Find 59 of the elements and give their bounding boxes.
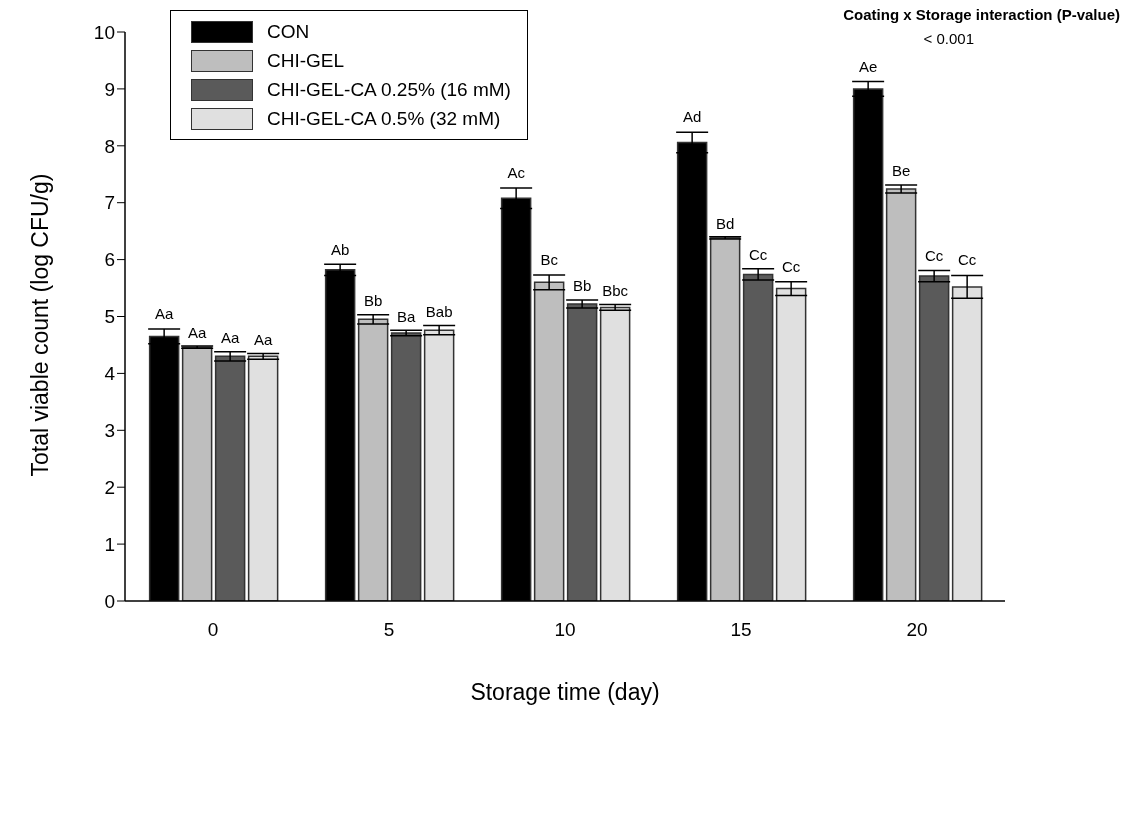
bar (599, 306, 631, 601)
data-label: Bb (572, 277, 592, 295)
bar (423, 329, 455, 601)
data-label: Aa (187, 323, 207, 341)
data-label: Cc (957, 251, 977, 269)
y-tick-label: 9 (104, 78, 115, 100)
x-axis-title: Storage time (day) (470, 679, 660, 705)
legend-label: CON (267, 20, 310, 43)
y-tick-label: 4 (104, 363, 116, 385)
y-tick-label: 5 (104, 306, 115, 328)
annotation: < 0.001 (923, 30, 974, 47)
data-label: Ba (396, 307, 416, 325)
bar (775, 287, 807, 601)
bar (390, 332, 422, 601)
data-label: Cc (748, 245, 768, 263)
bar (214, 355, 246, 601)
data-label: Cc (924, 247, 944, 265)
text: Coating x Storage interaction (P-value) (843, 6, 1120, 23)
y-tick-label: 6 (104, 249, 115, 271)
y-tick-label: 8 (104, 135, 115, 157)
data-label: Bb (363, 291, 383, 309)
bar (247, 355, 279, 601)
x-tick-label: 10 (554, 619, 576, 641)
y-tick-label: 7 (104, 192, 115, 214)
data-label: Aa (154, 305, 174, 323)
x-tick-label: 15 (730, 619, 752, 641)
legend-label: CHI-GEL (267, 49, 345, 72)
data-label: Ad (682, 108, 702, 126)
legend-label: CHI-GEL-CA 0.5% (32 mM) (267, 107, 501, 130)
legend-label: CHI-GEL-CA 0.25% (16 mM) (267, 78, 511, 101)
bar (742, 273, 774, 601)
bar (951, 286, 983, 601)
y-tick-label: 2 (104, 476, 115, 498)
data-label: Bc (540, 251, 559, 269)
x-tick-label: 20 (906, 619, 928, 641)
bar (709, 237, 741, 601)
data-label: Aa (220, 328, 240, 346)
data-label: Ab (330, 240, 350, 258)
y-axis-title: Total viable count (log CFU/g) (27, 173, 54, 477)
bar (533, 281, 565, 601)
bar (357, 318, 389, 601)
y-tick-label: 0 (104, 590, 115, 612)
data-label: Bab (425, 302, 453, 320)
data-label: Bd (715, 214, 735, 232)
y-tick-label: 10 (93, 21, 115, 43)
y-tick-label: 3 (104, 420, 115, 442)
data-label: Aa (253, 330, 273, 348)
data-label: Be (891, 162, 911, 180)
data-label: Bbc (602, 281, 629, 299)
bar (885, 188, 917, 601)
y-tick-label: 1 (104, 533, 115, 555)
data-label: Ac (507, 163, 526, 181)
x-tick-label: 5 (383, 619, 395, 641)
data-label: Ae (858, 57, 878, 75)
bar (918, 275, 950, 601)
data-label: Cc (781, 258, 801, 276)
bar (566, 303, 598, 601)
x-tick-label: 0 (207, 619, 219, 641)
bar (181, 346, 213, 601)
